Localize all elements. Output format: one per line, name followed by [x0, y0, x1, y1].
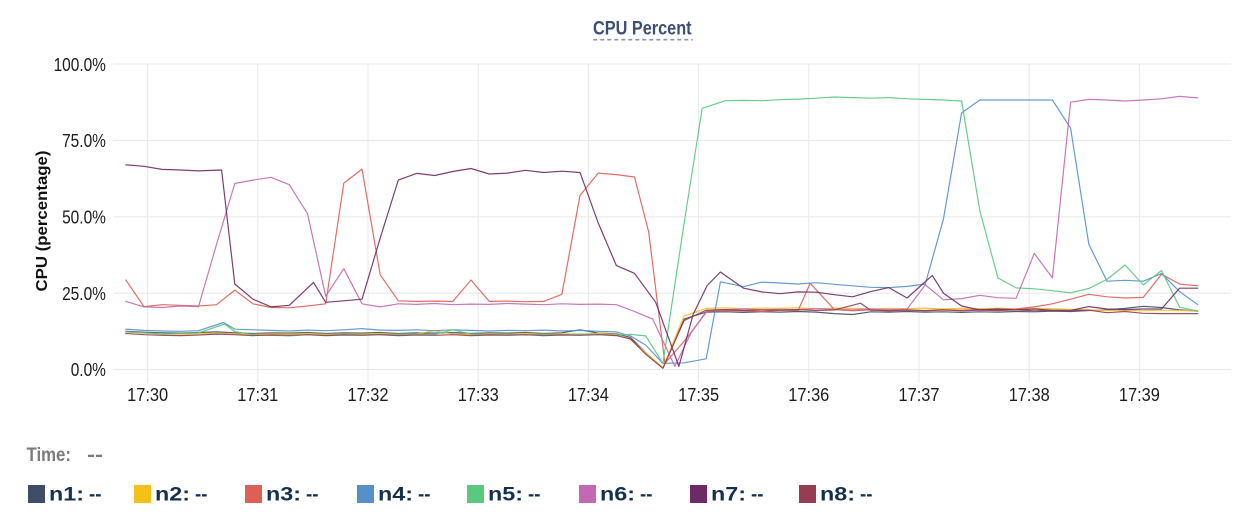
svg-text:n7:: n7: — [711, 485, 746, 506]
svg-text:n4:: n4: — [378, 485, 413, 506]
svg-text:Time:: Time: — [27, 445, 72, 466]
svg-text:17:31: 17:31 — [237, 384, 278, 405]
svg-text:--: -- — [87, 445, 103, 466]
svg-text:--: -- — [640, 485, 653, 506]
svg-text:75.0%: 75.0% — [62, 130, 106, 151]
svg-text:CPU (percentage): CPU (percentage) — [34, 151, 51, 292]
svg-text:17:37: 17:37 — [899, 384, 940, 405]
svg-text:CPU Percent: CPU Percent — [593, 19, 692, 40]
svg-text:n3:: n3: — [266, 485, 301, 506]
svg-text:--: -- — [528, 485, 541, 506]
svg-text:n2:: n2: — [155, 485, 190, 506]
svg-text:--: -- — [418, 485, 431, 506]
svg-text:17:39: 17:39 — [1119, 384, 1160, 405]
svg-text:n5:: n5: — [488, 485, 523, 506]
svg-text:17:35: 17:35 — [678, 384, 719, 405]
svg-text:17:33: 17:33 — [458, 384, 499, 405]
svg-text:17:38: 17:38 — [1009, 384, 1050, 405]
svg-text:0.0%: 0.0% — [71, 359, 106, 380]
svg-text:17:30: 17:30 — [127, 384, 168, 405]
svg-text:50.0%: 50.0% — [62, 207, 106, 228]
svg-text:--: -- — [751, 485, 764, 506]
svg-text:n1:: n1: — [49, 485, 84, 506]
svg-text:--: -- — [860, 485, 873, 506]
svg-text:--: -- — [89, 485, 102, 506]
svg-text:n8:: n8: — [820, 485, 855, 506]
svg-text:17:34: 17:34 — [568, 384, 609, 405]
svg-text:25.0%: 25.0% — [62, 283, 106, 304]
svg-text:17:32: 17:32 — [348, 384, 389, 405]
svg-text:17:36: 17:36 — [788, 384, 829, 405]
svg-text:--: -- — [306, 485, 319, 506]
svg-text:n6:: n6: — [600, 485, 635, 506]
svg-text:100.0%: 100.0% — [54, 54, 106, 75]
svg-text:--: -- — [195, 485, 208, 506]
